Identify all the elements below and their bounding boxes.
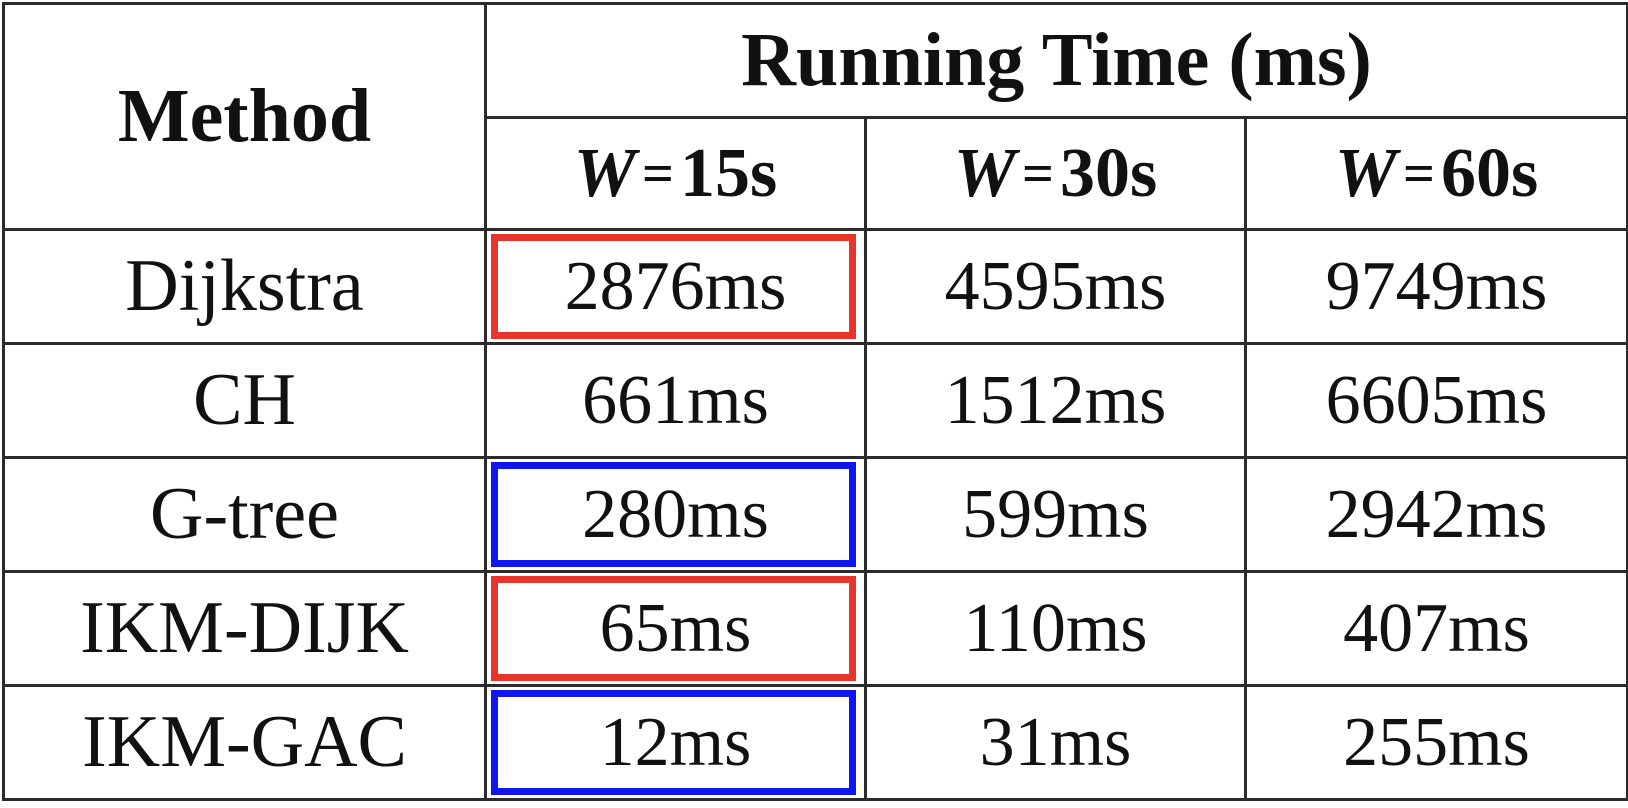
time-cell: 255ms [1243, 684, 1628, 801]
window-header: W =30s [864, 116, 1247, 231]
time-value: 31ms [979, 703, 1132, 781]
window-equals: = [1022, 142, 1054, 205]
time-value: 599ms [962, 475, 1149, 553]
window-value: 15s [679, 134, 778, 212]
time-value: 12ms [599, 703, 752, 781]
table-row: IKM-DIJK 65ms 110ms 407ms [2, 570, 1628, 687]
time-value: 65ms [599, 589, 752, 667]
window-variable: W [573, 134, 637, 212]
window-equals: = [642, 142, 674, 205]
method-name: IKM-GAC [2, 684, 487, 801]
time-cell: 12ms [484, 684, 867, 801]
time-value: 407ms [1343, 589, 1530, 667]
header-row-windows: W =15s W =30s W =60s [4, 116, 1628, 231]
time-cell: 9749ms [1243, 228, 1628, 345]
window-value: 30s [1059, 134, 1158, 212]
time-value: 661ms [582, 361, 769, 439]
time-cell: 31ms [864, 684, 1247, 801]
window-equals: = [1403, 142, 1435, 205]
running-time-header: Running Time (ms) [483, 2, 1628, 119]
time-cell: 6605ms [1243, 342, 1628, 459]
table-row: CH 661ms 1512ms 6605ms [2, 342, 1628, 459]
time-value: 2942ms [1325, 475, 1548, 553]
table-row: Dijkstra 2876ms 4595ms 9749ms [2, 228, 1628, 345]
table-row: G-tree 280ms 599ms 2942ms [2, 456, 1628, 573]
time-cell: 599ms [864, 456, 1247, 573]
time-value: 110ms [963, 589, 1148, 667]
time-cell: 2876ms [484, 228, 867, 345]
time-cell: 407ms [1243, 570, 1628, 687]
time-value: 6605ms [1325, 361, 1548, 439]
table-row: IKM-GAC 12ms 31ms 255ms [2, 684, 1628, 801]
time-cell: 1512ms [864, 342, 1247, 459]
time-value: 255ms [1343, 703, 1530, 781]
method-name: Dijkstra [2, 228, 487, 345]
header-row-group: Method Running Time (ms) [2, 2, 1628, 231]
window-variable: W [1334, 134, 1398, 212]
time-value: 1512ms [944, 361, 1167, 439]
window-header: W =15s [484, 116, 867, 231]
time-cell: 280ms [484, 456, 867, 573]
time-cell: 110ms [864, 570, 1247, 687]
time-value: 4595ms [944, 247, 1167, 325]
time-value: 2876ms [564, 247, 787, 325]
window-variable: W [953, 134, 1017, 212]
window-header: W =60s [1243, 116, 1628, 231]
time-cell: 4595ms [864, 228, 1247, 345]
method-name: G-tree [2, 456, 487, 573]
time-cell: 661ms [484, 342, 867, 459]
time-value: 280ms [582, 475, 769, 553]
method-header: Method [2, 2, 487, 231]
time-cell: 2942ms [1243, 456, 1628, 573]
method-name: IKM-DIJK [2, 570, 487, 687]
window-value: 60s [1440, 134, 1539, 212]
time-cell: 65ms [484, 570, 867, 687]
time-value: 9749ms [1325, 247, 1548, 325]
method-name: CH [2, 342, 487, 459]
